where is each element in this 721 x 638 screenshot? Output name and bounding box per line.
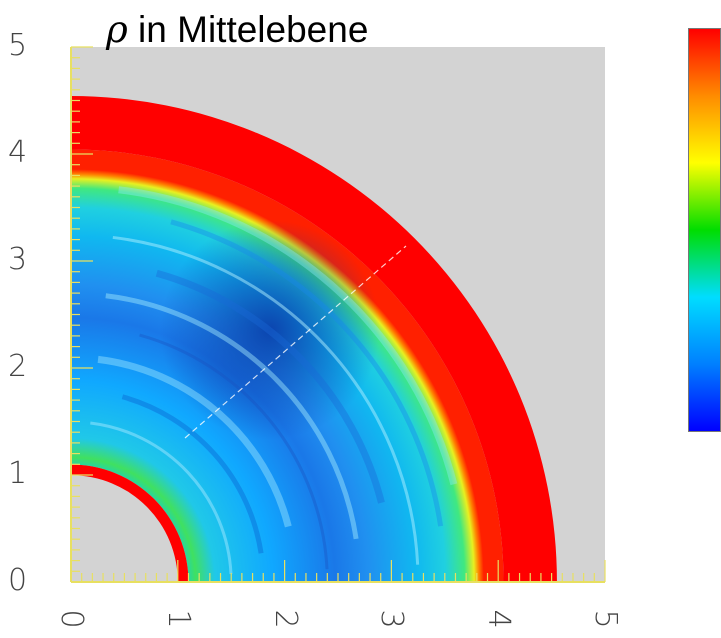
flow-streaks — [90, 186, 458, 575]
y-tick-label: 3 — [8, 242, 28, 277]
flow-streak — [170, 219, 444, 527]
x-tick-label: 5 — [588, 609, 623, 629]
x-tick-label: 4 — [481, 609, 517, 629]
flow-streak — [105, 293, 359, 540]
flow-streak — [139, 333, 329, 570]
flow-streak — [97, 355, 292, 528]
x-tick-label: 2 — [267, 609, 303, 629]
y-tick-label: 5 — [8, 28, 28, 63]
x-tick-label: 0 — [54, 609, 89, 629]
field-overlay — [90, 186, 458, 575]
flow-streak — [155, 269, 385, 504]
colorbar — [688, 28, 721, 432]
inner-boundary-ring — [71, 464, 189, 582]
flow-streak — [90, 421, 233, 575]
flow-streak — [121, 394, 264, 554]
y-tick-label: 4 — [8, 135, 28, 170]
axes — [70, 46, 606, 583]
flow-streak — [118, 186, 458, 486]
x-tick-label: 1 — [160, 609, 196, 629]
y-tick-label: 2 — [8, 349, 28, 384]
diagonal-dash-line — [184, 245, 407, 439]
y-tick-label: 0 — [8, 563, 28, 598]
x-tick-label: 3 — [374, 609, 410, 629]
rho-symbol: ρ — [106, 8, 128, 51]
flow-streak — [112, 235, 420, 565]
y-tick-label: 1 — [8, 456, 28, 491]
plot-title: ρ in Mittelebene — [106, 8, 368, 51]
outer-boundary-ring — [71, 96, 557, 582]
title-text: in Mittelebene — [127, 9, 369, 50]
